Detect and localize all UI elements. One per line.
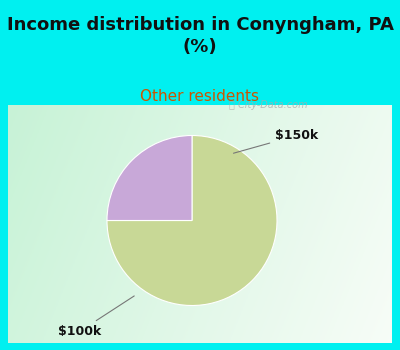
Text: Other residents: Other residents	[140, 89, 260, 104]
Wedge shape	[107, 135, 277, 306]
Text: ⓘ City-Data.com: ⓘ City-Data.com	[229, 100, 308, 110]
Text: Income distribution in Conyngham, PA
(%): Income distribution in Conyngham, PA (%)	[6, 16, 394, 56]
Wedge shape	[107, 135, 192, 220]
Text: $150k: $150k	[234, 129, 318, 153]
Text: $100k: $100k	[58, 296, 134, 338]
